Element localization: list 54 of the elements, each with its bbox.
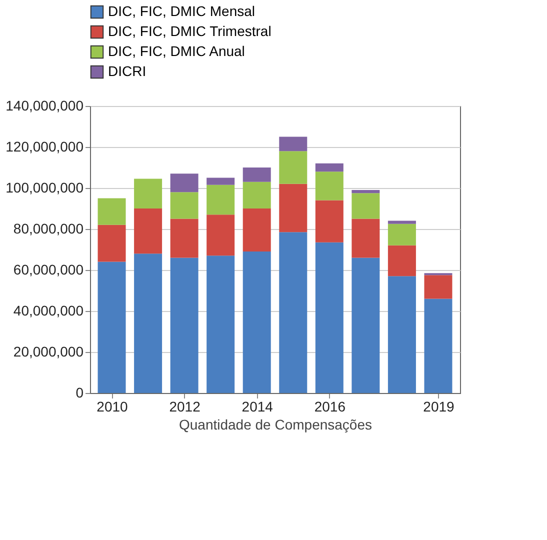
bar bbox=[242, 208, 271, 252]
x-tick-label: 2010 bbox=[96, 398, 128, 414]
bar bbox=[424, 275, 452, 299]
bar bbox=[98, 262, 126, 393]
bar bbox=[134, 254, 162, 393]
bar bbox=[388, 245, 416, 276]
y-tick-label: 80,000,000 bbox=[13, 220, 84, 236]
y-tick-label: 140,000,000 bbox=[6, 98, 84, 114]
bar bbox=[170, 218, 198, 258]
bar bbox=[170, 192, 198, 219]
y-tick-label: 120,000,000 bbox=[6, 138, 84, 154]
bar bbox=[352, 258, 380, 393]
bar bbox=[170, 258, 198, 393]
bar bbox=[98, 224, 126, 262]
bar bbox=[134, 208, 162, 254]
bar bbox=[279, 232, 308, 393]
bar bbox=[388, 224, 416, 246]
bar bbox=[315, 163, 344, 172]
bar bbox=[206, 214, 235, 256]
legend-label: DIC, FIC, DMIC Anual bbox=[108, 43, 245, 59]
legend-label: DIC, FIC, DMIC Trimestral bbox=[108, 23, 272, 39]
bar bbox=[352, 190, 380, 194]
bar bbox=[134, 178, 162, 208]
bar bbox=[206, 256, 235, 393]
legend-label: DICRI bbox=[108, 63, 146, 79]
bar bbox=[315, 242, 344, 393]
bar bbox=[352, 193, 380, 219]
bar bbox=[279, 151, 308, 184]
bar bbox=[170, 174, 198, 192]
bar bbox=[242, 252, 271, 393]
y-tick-label: 40,000,000 bbox=[13, 302, 84, 318]
y-tick-label: 0 bbox=[76, 384, 84, 400]
y-tick-label: 60,000,000 bbox=[13, 262, 84, 278]
bar bbox=[242, 168, 271, 182]
x-tick-label: 2014 bbox=[242, 398, 274, 414]
bar bbox=[279, 136, 308, 152]
bar bbox=[242, 182, 271, 208]
x-tick-label: 2012 bbox=[169, 398, 201, 414]
legend-label: DIC, FIC, DMIC Mensal bbox=[108, 3, 256, 19]
bar bbox=[279, 184, 308, 232]
bar bbox=[98, 198, 126, 225]
y-tick-label: 100,000,000 bbox=[6, 180, 84, 196]
bar bbox=[315, 200, 344, 242]
bar bbox=[388, 276, 416, 393]
bar bbox=[206, 178, 235, 185]
bar bbox=[315, 172, 344, 200]
bar bbox=[424, 298, 452, 393]
bar bbox=[388, 220, 416, 224]
bar bbox=[352, 218, 380, 258]
y-tick-label: 20,000,000 bbox=[13, 344, 84, 360]
x-axis-title: Quantidade de Compensações bbox=[178, 416, 372, 432]
x-tick-label: 2016 bbox=[314, 398, 346, 414]
bar bbox=[206, 184, 235, 215]
x-tick-label: 2019 bbox=[423, 398, 455, 414]
